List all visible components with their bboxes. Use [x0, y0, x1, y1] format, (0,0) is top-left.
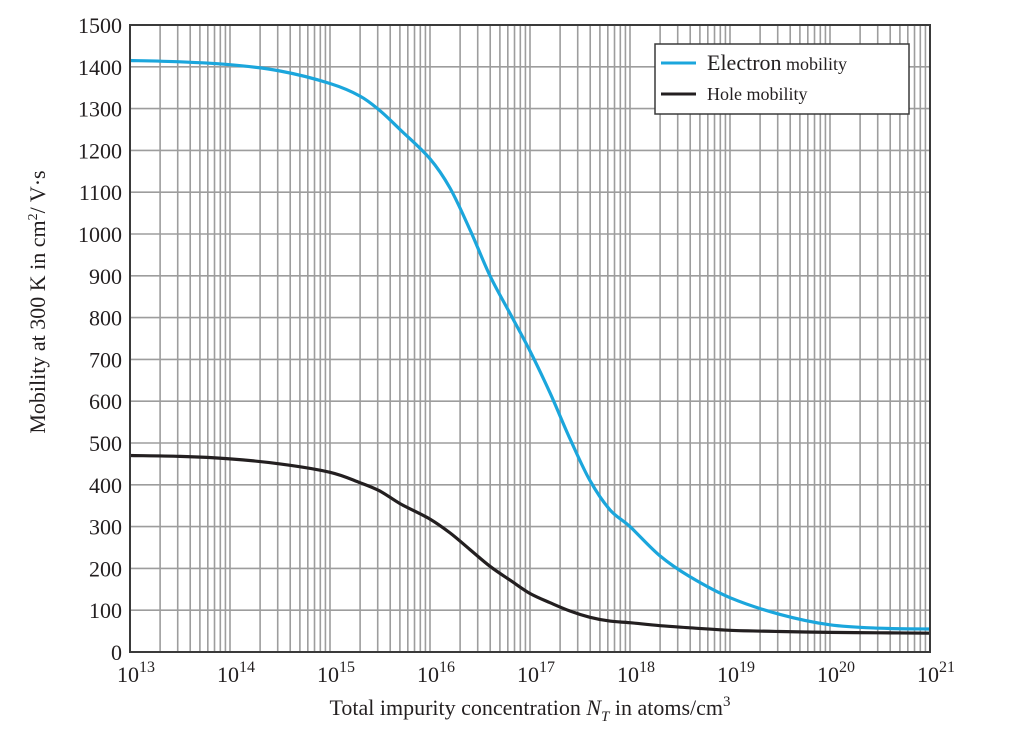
y-tick-label: 1500 [78, 13, 122, 38]
x-tick-label: 1013 [117, 659, 155, 687]
x-tick-label: 1019 [717, 659, 755, 687]
major-gridlines [130, 25, 930, 652]
y-tick-label: 300 [89, 515, 122, 540]
y-tick-label: 500 [89, 431, 122, 456]
minor-gridlines [159, 25, 927, 652]
x-tick-label: 1014 [217, 659, 255, 687]
y-tick-label: 100 [89, 598, 122, 623]
x-tick-label: 1017 [517, 659, 555, 687]
x-axis-tick-labels: 1013 1014 1015 1016 1017 1018 1019 1020 1021 [117, 659, 955, 687]
x-tick-label: 1021 [917, 659, 955, 687]
y-tick-label: 900 [89, 264, 122, 289]
legend-label-hole: Hole mobility [707, 84, 808, 104]
y-axis-tick-labels: 0 100 200 300 400 500 600 700 800 900 1000 1100 1200… [78, 13, 122, 665]
hole-mobility-curve [129, 453, 931, 635]
electron-mobility-curve [129, 58, 931, 631]
y-tick-label: 600 [89, 389, 122, 414]
legend: Electron mobility Hole mobility [654, 43, 910, 115]
y-tick-label: 1100 [79, 180, 122, 205]
x-tick-label: 1016 [417, 659, 455, 687]
legend-box [654, 43, 910, 115]
y-tick-label: 200 [89, 556, 122, 581]
x-tick-label: 1015 [317, 659, 355, 687]
y-tick-label: 700 [89, 347, 122, 372]
y-tick-label: 0 [111, 640, 122, 665]
x-tick-label: 1020 [817, 659, 855, 687]
plot-frame [129, 24, 931, 653]
series-layer [129, 58, 931, 635]
x-axis-title: Total impurity concentration NT in atoms… [329, 694, 730, 725]
y-tick-label: 800 [89, 306, 122, 331]
y-axis-title: Mobility at 300 K in cm2/ V·s [25, 170, 50, 433]
y-tick-label: 1400 [78, 55, 122, 80]
y-tick-label: 1200 [78, 138, 122, 163]
legend-label-electron: Electron mobility [707, 50, 847, 75]
y-tick-label: 1000 [78, 222, 122, 247]
y-tick-label: 400 [89, 473, 122, 498]
y-tick-label: 1300 [78, 97, 122, 122]
x-tick-label: 1018 [617, 659, 655, 687]
